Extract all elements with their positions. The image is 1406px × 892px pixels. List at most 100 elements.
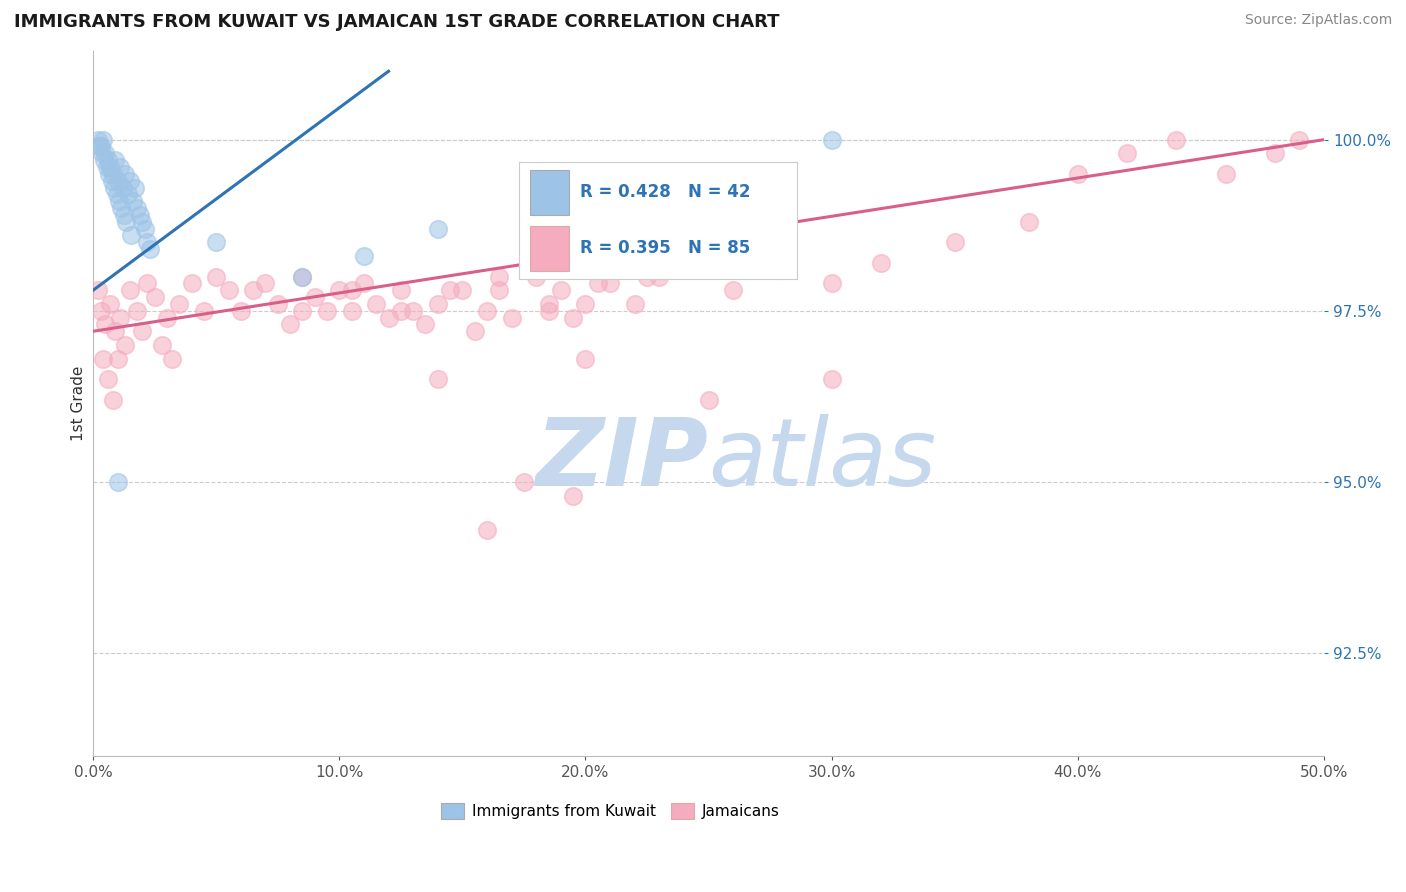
Point: [98, 167, 121, 181]
Point: [291, 303, 314, 318]
Point: [340, 283, 363, 297]
Point: [103, 180, 125, 194]
Point: [562, 310, 585, 325]
Point: [127, 201, 149, 215]
Point: [316, 303, 339, 318]
Point: [120, 228, 142, 243]
Point: [1288, 133, 1310, 147]
Point: [97, 372, 120, 386]
Point: [1166, 133, 1188, 147]
Point: [104, 153, 127, 168]
Text: ZIP: ZIP: [536, 414, 709, 506]
Point: [426, 372, 449, 386]
Point: [218, 283, 240, 297]
Point: [697, 392, 720, 407]
Point: [96, 160, 118, 174]
Point: [636, 269, 658, 284]
Point: [254, 277, 277, 291]
Point: [87, 133, 110, 147]
Point: [115, 215, 138, 229]
Point: [389, 283, 412, 297]
Point: [87, 283, 110, 297]
Text: Source: ZipAtlas.com: Source: ZipAtlas.com: [1244, 13, 1392, 28]
Point: [90, 139, 112, 153]
Point: [291, 269, 314, 284]
Point: [340, 303, 363, 318]
Text: R = 0.428   N = 42: R = 0.428 N = 42: [581, 184, 751, 202]
Point: [91, 133, 114, 147]
Point: [770, 262, 793, 277]
Point: [426, 221, 449, 235]
Point: [242, 283, 264, 297]
Point: [426, 297, 449, 311]
Point: [475, 523, 498, 537]
Point: [464, 324, 486, 338]
Point: [127, 303, 149, 318]
Point: [870, 256, 893, 270]
Point: [278, 318, 301, 332]
Point: [160, 351, 183, 366]
Point: [90, 303, 112, 318]
Point: [111, 180, 134, 194]
Point: [524, 269, 547, 284]
Point: [1215, 167, 1237, 181]
Text: R = 0.395   N = 85: R = 0.395 N = 85: [581, 239, 751, 258]
Point: [439, 283, 461, 297]
Point: [205, 269, 228, 284]
Point: [134, 221, 156, 235]
Point: [648, 269, 671, 284]
Point: [291, 269, 314, 284]
Point: [1018, 215, 1040, 229]
Point: [366, 297, 388, 311]
Text: atlas: atlas: [709, 414, 936, 505]
Point: [513, 475, 536, 489]
Point: [107, 475, 129, 489]
Point: [353, 249, 375, 263]
Point: [156, 310, 179, 325]
Point: [129, 208, 152, 222]
Point: [101, 392, 124, 407]
Point: [537, 303, 560, 318]
Point: [537, 297, 560, 311]
Point: [110, 160, 132, 174]
Point: [229, 303, 252, 318]
Point: [328, 283, 350, 297]
Point: [180, 277, 202, 291]
Point: [501, 310, 523, 325]
Point: [169, 297, 191, 311]
Point: [120, 174, 142, 188]
Point: [415, 318, 437, 332]
Point: [377, 310, 399, 325]
Point: [108, 194, 131, 209]
Point: [104, 324, 127, 338]
Point: [1067, 167, 1090, 181]
Point: [91, 351, 114, 366]
Point: [1264, 146, 1286, 161]
Text: IMMIGRANTS FROM KUWAIT VS JAMAICAN 1ST GRADE CORRELATION CHART: IMMIGRANTS FROM KUWAIT VS JAMAICAN 1ST G…: [14, 13, 779, 31]
Point: [93, 153, 115, 168]
Point: [117, 187, 139, 202]
Point: [524, 201, 547, 215]
Point: [136, 235, 159, 250]
Point: [623, 297, 645, 311]
Point: [112, 208, 135, 222]
Point: [304, 290, 326, 304]
Point: [451, 283, 474, 297]
Point: [124, 180, 146, 194]
Point: [389, 303, 412, 318]
Point: [105, 187, 128, 202]
Point: [721, 283, 744, 297]
Point: [193, 303, 215, 318]
Point: [488, 269, 510, 284]
Point: [943, 235, 966, 250]
Point: [94, 318, 117, 332]
Point: [747, 249, 769, 263]
Point: [599, 277, 621, 291]
FancyBboxPatch shape: [530, 170, 569, 215]
Point: [97, 153, 120, 168]
Point: [475, 303, 498, 318]
Point: [267, 297, 290, 311]
Point: [685, 249, 707, 263]
Point: [110, 310, 132, 325]
Point: [101, 167, 124, 181]
